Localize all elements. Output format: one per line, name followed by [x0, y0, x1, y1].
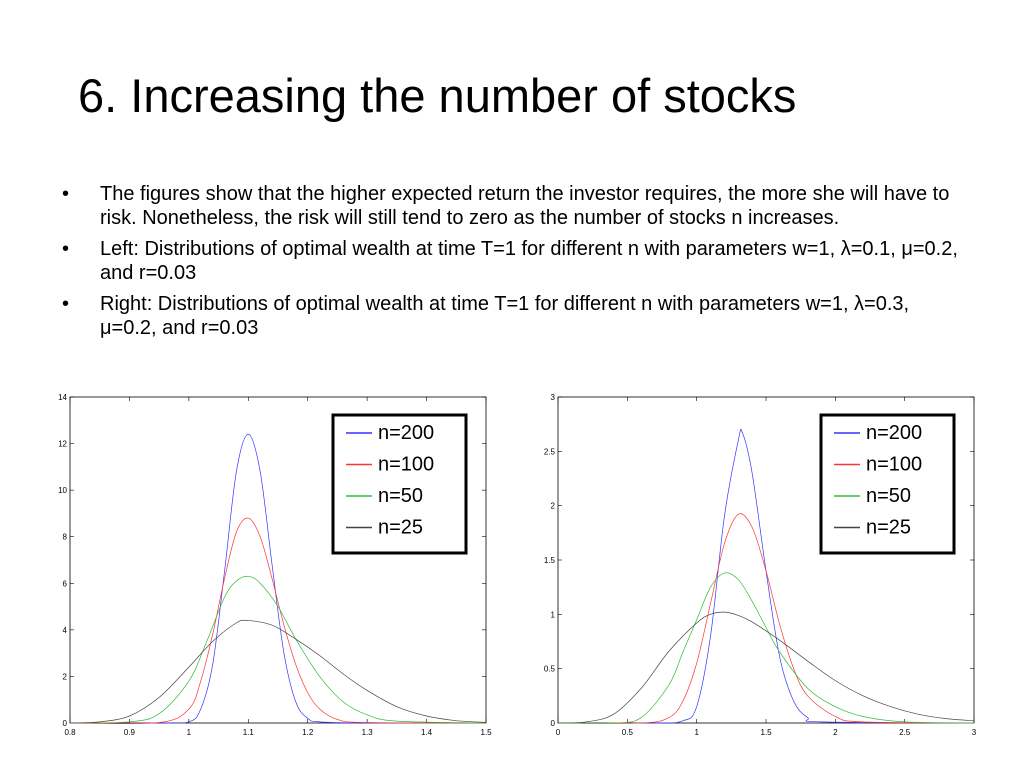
left-y-tick-label: 0	[63, 719, 68, 728]
left-chart: 0.8 0.9 1 1.1 1.2 1.3 1.4 1.5 0 2 4 6 8 10 12 14 n=200 n=…	[58, 393, 492, 737]
left-y-tick-label: 10	[58, 486, 67, 495]
right-series-line	[557, 428, 975, 724]
right-legend-box	[819, 413, 956, 555]
bullet-text: The figures show that the higher expecte…	[100, 183, 950, 229]
right-legend-label: n=25	[866, 517, 911, 539]
right-y-tick-label: 2.5	[544, 447, 556, 456]
bullet-item: • The figures show that the higher expec…	[62, 182, 967, 230]
bullet-marker: •	[62, 183, 70, 205]
left-legend-label: n=200	[378, 422, 434, 444]
bullet-list: • The figures show that the higher expec…	[62, 182, 967, 347]
left-x-tick-label: 0.8	[64, 728, 76, 737]
right-x-tick-label: 1.5	[760, 728, 772, 737]
left-y-tick-label: 6	[63, 579, 68, 588]
left-plot-frame	[69, 396, 487, 724]
bullet-marker: •	[62, 293, 70, 315]
right-x-tick-label: 3	[972, 728, 977, 737]
right-legend-label: n=100	[866, 454, 922, 476]
right-legend-label: n=50	[866, 485, 911, 507]
left-legend-box	[331, 413, 468, 555]
left-legend-label: n=100	[378, 454, 434, 476]
left-series-line	[69, 619, 487, 724]
left-x-tick-label: 1.1	[243, 728, 255, 737]
left-series-line	[69, 433, 487, 724]
right-legend-label: n=200	[866, 422, 922, 444]
right-y-tick-label: 0	[551, 719, 556, 728]
right-x-tick-label: 0	[556, 728, 561, 737]
left-x-tick-label: 1.5	[480, 728, 492, 737]
left-legend-label: n=25	[378, 517, 423, 539]
left-legend-label: n=50	[378, 485, 423, 507]
right-x-tick-label: 2.5	[899, 728, 911, 737]
left-x-tick-label: 1	[187, 728, 192, 737]
left-x-tick-label: 0.9	[124, 728, 136, 737]
left-y-tick-label: 12	[58, 440, 67, 449]
bullet-text: Left: Distributions of optimal wealth at…	[100, 238, 958, 284]
left-x-tick-label: 1.3	[362, 728, 374, 737]
right-series-line	[557, 611, 975, 724]
right-series-line	[557, 513, 975, 724]
right-y-tick-label: 2	[551, 502, 556, 511]
right-x-tick-label: 1	[694, 728, 699, 737]
left-x-tick-label: 1.2	[302, 728, 314, 737]
bullet-item: • Right: Distributions of optimal wealth…	[62, 292, 967, 340]
bullet-text: Right: Distributions of optimal wealth a…	[100, 293, 910, 339]
right-y-tick-label: 1.5	[544, 556, 556, 565]
bullet-marker: •	[62, 238, 70, 260]
left-series-line	[69, 517, 487, 725]
left-series-line	[69, 575, 487, 724]
right-x-tick-label: 2	[833, 728, 838, 737]
right-y-tick-label: 0.5	[544, 665, 556, 674]
left-y-tick-label: 14	[58, 393, 67, 402]
right-series-line	[557, 572, 975, 724]
right-x-tick-label: 0.5	[622, 728, 634, 737]
right-chart: 0 0.5 1 1.5 2 2.5 3 0 0.5 1 1.5 2 2.5 3 n=200 n=100 n=50…	[544, 393, 977, 737]
right-y-tick-label: 3	[551, 393, 556, 402]
left-y-tick-label: 4	[63, 626, 68, 635]
left-x-tick-label: 1.4	[421, 728, 433, 737]
right-y-tick-label: 1	[551, 610, 556, 619]
bullet-item: • Left: Distributions of optimal wealth …	[62, 237, 967, 285]
left-y-tick-label: 2	[63, 672, 68, 681]
left-y-tick-label: 8	[63, 533, 68, 542]
slide-title: 6. Increasing the number of stocks	[78, 69, 797, 122]
